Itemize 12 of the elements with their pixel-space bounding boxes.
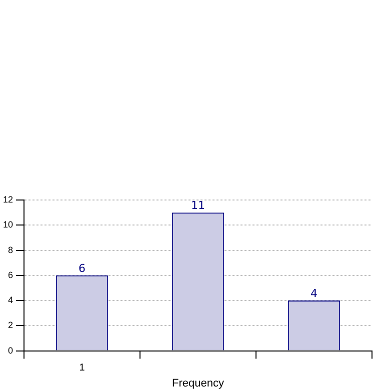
data-label: 4 <box>310 286 318 300</box>
y-tick-label: 6 <box>8 270 14 280</box>
y-tick-label: 2 <box>8 320 14 330</box>
y-tick-label: 8 <box>8 244 14 255</box>
x-tick-label: 1 <box>79 362 86 374</box>
y-tick-label: 12 <box>2 194 14 204</box>
x-axis-title: Frequency <box>172 377 224 390</box>
y-tick-label: 10 <box>2 220 14 230</box>
data-label: 6 <box>78 262 86 275</box>
y-tick-label: 0 <box>8 345 14 356</box>
y-tick-label: 4 <box>8 295 14 306</box>
data-label: 11 <box>191 198 206 212</box>
